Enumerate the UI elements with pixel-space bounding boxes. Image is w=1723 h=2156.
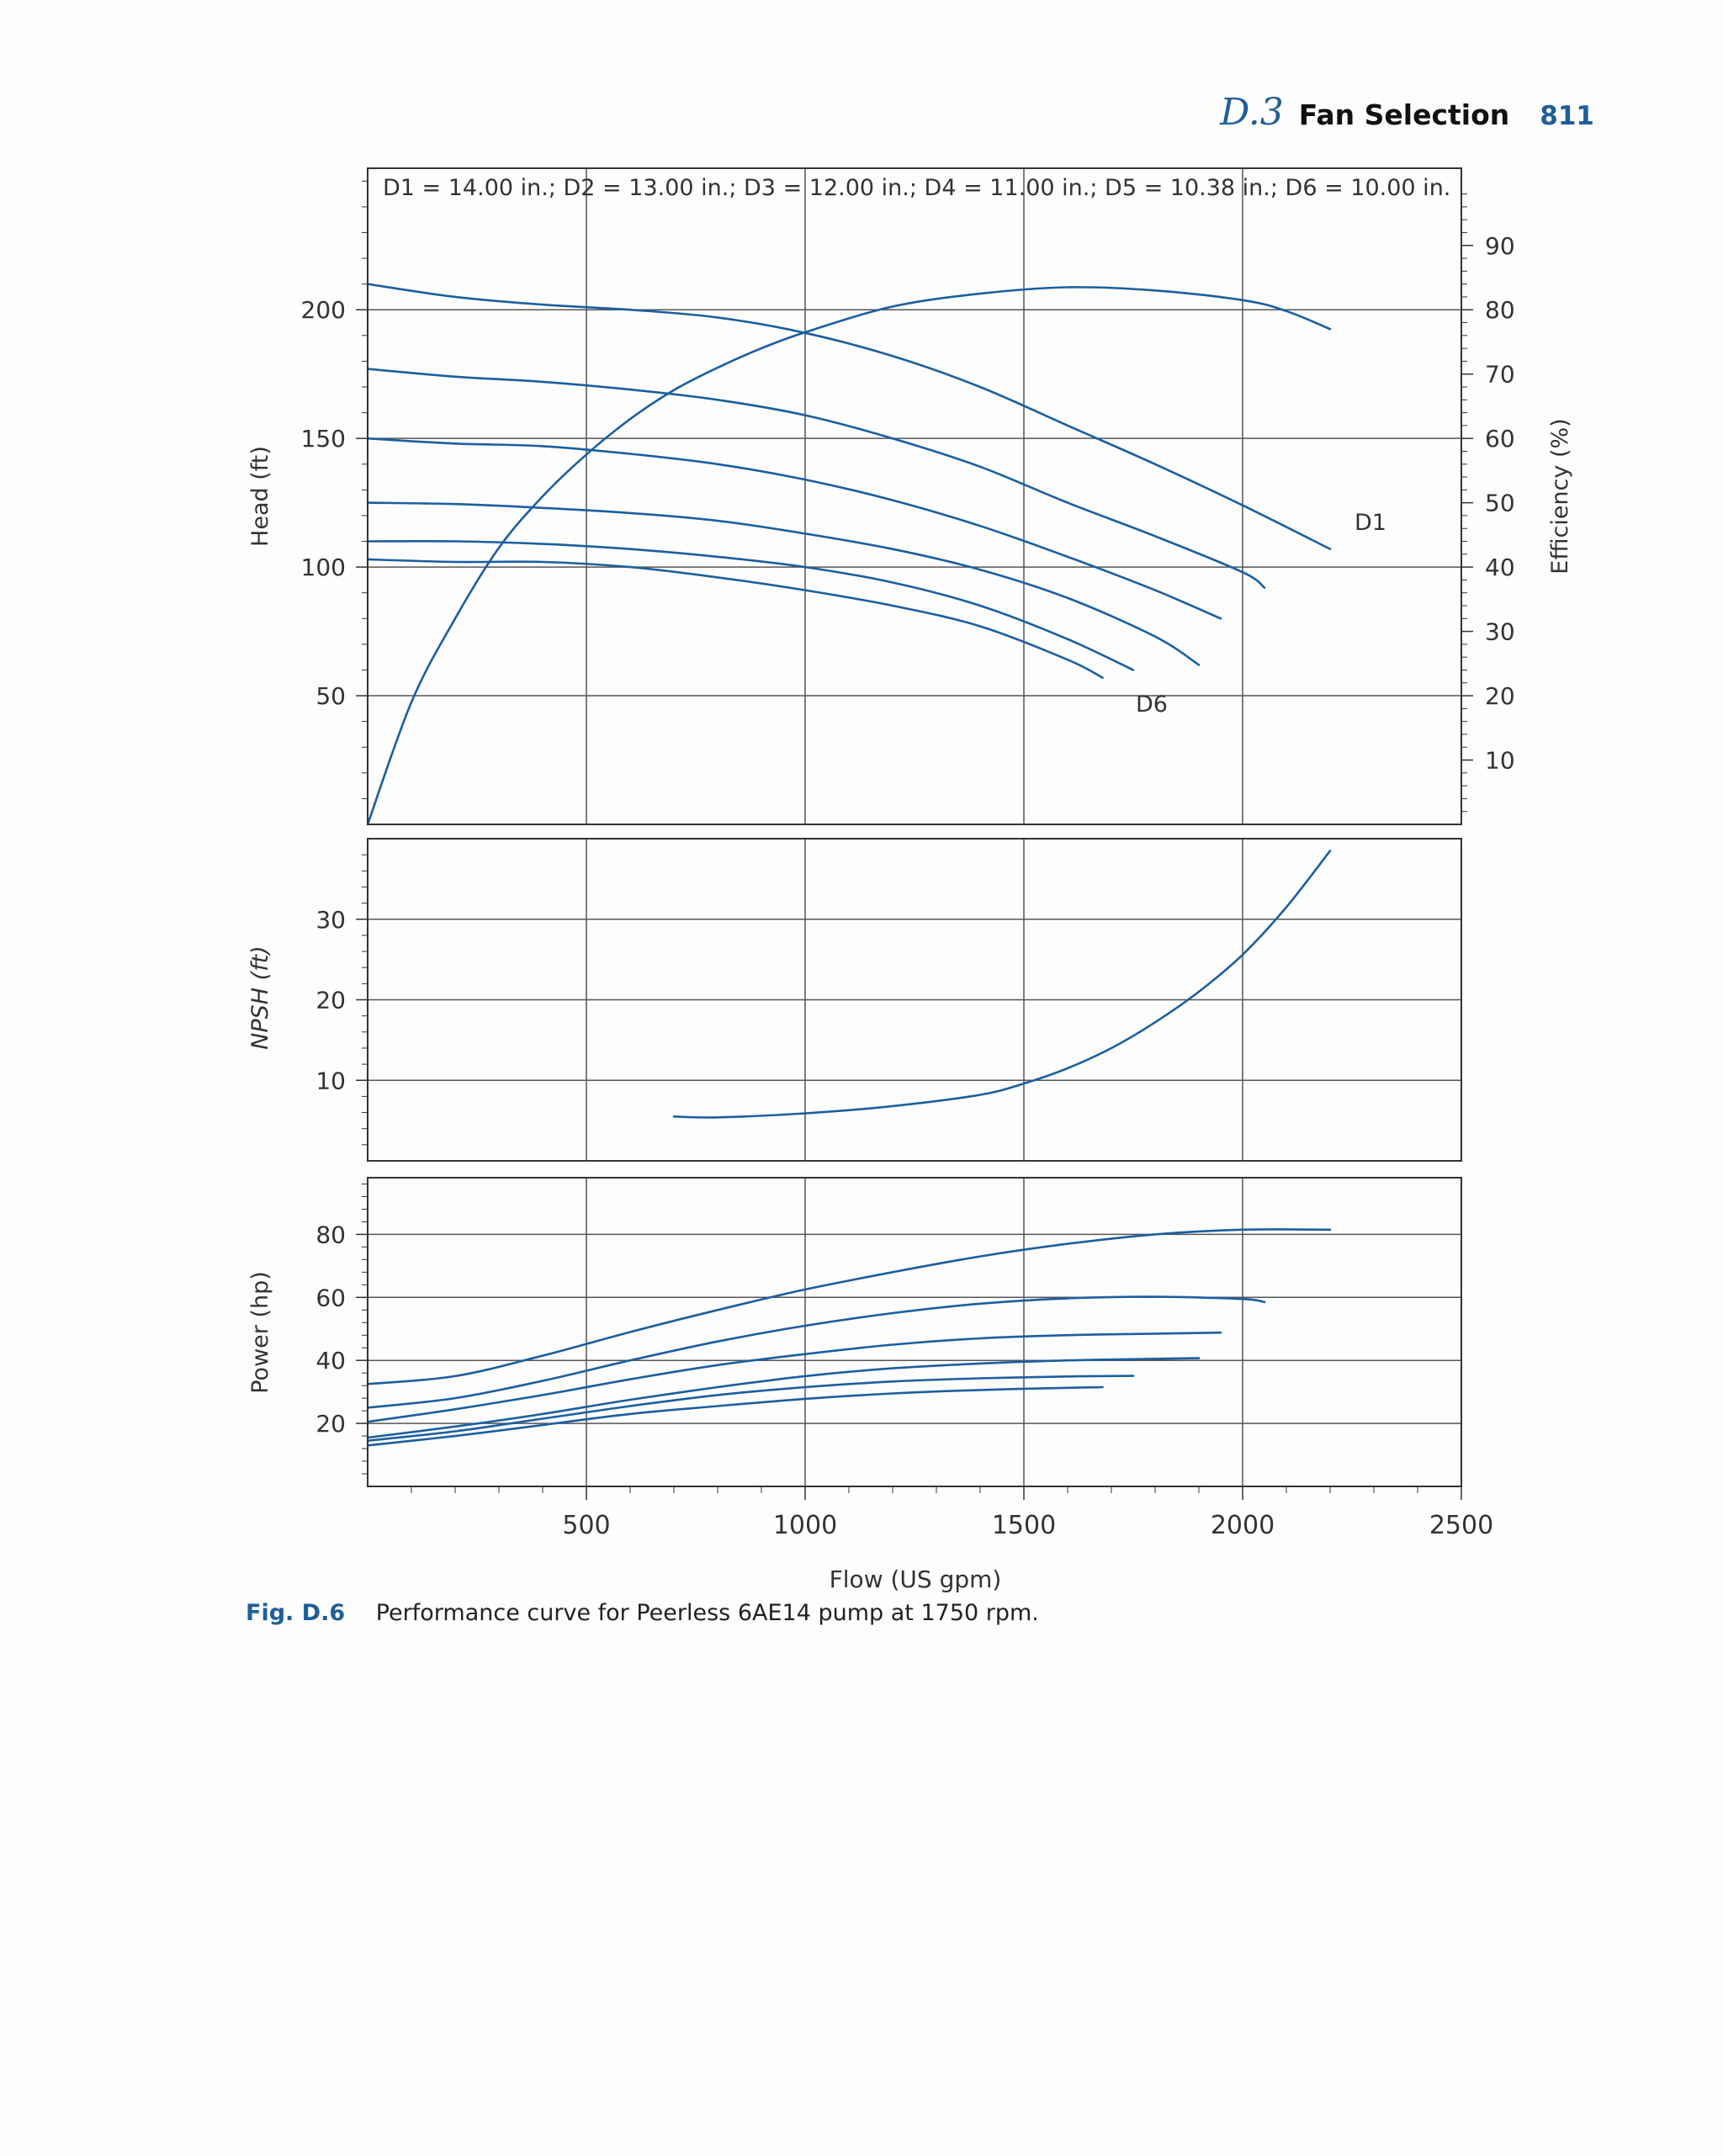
x-tick-label: 2000 (1211, 1511, 1275, 1540)
power-curve-d1 (366, 1228, 1332, 1385)
y2-tick-label: 90 (1485, 232, 1515, 260)
annotation-d6: D6 (1136, 691, 1168, 718)
y2-tick-label: 10 (1485, 747, 1515, 775)
page-number: 811 (1540, 101, 1594, 131)
y-tick-label: 10 (315, 1067, 346, 1094)
section-title: Fan Selection (1298, 98, 1510, 131)
ticks-layer (356, 180, 1473, 1500)
page-header: D.3 Fan Selection 811 (1220, 91, 1594, 141)
text-layer: D1 = 14.00 in.; D2 = 13.00 in.; D3 = 12.… (247, 175, 1573, 1593)
y2-tick-label: 80 (1485, 296, 1515, 324)
power-axis-label: Power (hp) (247, 1271, 273, 1394)
y2-tick-label: 60 (1485, 425, 1515, 453)
section-number: D.3 (1220, 91, 1284, 134)
power-curve-d5 (366, 1375, 1135, 1442)
y2-tick-label: 70 (1485, 361, 1515, 389)
power-curve-d3 (366, 1331, 1222, 1423)
head-efficiency-curve-d3 (366, 437, 1222, 620)
power-panel-frame (367, 1177, 1462, 1487)
y-tick-label: 20 (315, 1410, 346, 1438)
head-axis-label: Head (ft) (247, 446, 273, 547)
head-efficiency-curve-efficiency (366, 286, 1332, 826)
head-efficiency-curve-d4 (366, 501, 1201, 666)
x-tick-label: 1500 (992, 1511, 1056, 1540)
head-efficiency-curve-d1 (366, 283, 1332, 550)
head-efficiency-curve-d5 (366, 539, 1135, 671)
npsh-axis-label: NPSH (ft) (247, 946, 273, 1050)
y-tick-label: 100 (301, 554, 346, 581)
y2-tick-label: 50 (1485, 490, 1515, 517)
power-curve-d6 (366, 1385, 1104, 1447)
x-tick-label: 2500 (1429, 1511, 1493, 1540)
y2-tick-label: 20 (1485, 682, 1515, 710)
y-tick-label: 150 (301, 425, 346, 453)
head-efficiency-curve-d2 (366, 368, 1266, 589)
y-tick-label: 30 (315, 906, 346, 934)
efficiency-axis-label: Efficiency (%) (1547, 418, 1573, 574)
y-tick-label: 60 (315, 1284, 346, 1311)
y-tick-label: 50 (315, 682, 346, 710)
caption-text: Performance curve for Peerless 6AE14 pum… (375, 1600, 1039, 1626)
y-tick-label: 40 (315, 1347, 346, 1375)
annotation-d1: D1 (1355, 510, 1386, 536)
x-tick-label: 500 (562, 1511, 610, 1540)
grid-layer (368, 168, 1461, 1486)
npsh-panel-frame (367, 838, 1462, 1162)
power-curve-d2 (366, 1295, 1266, 1409)
head-efficiency-panel-frame (367, 167, 1462, 825)
frames-layer (367, 167, 1462, 1487)
caption-label: Fig. D.6 (246, 1600, 346, 1626)
power-curve-d4 (366, 1357, 1201, 1439)
diameter-legend-title: D1 = 14.00 in.; D2 = 13.00 in.; D3 = 12.… (383, 175, 1450, 201)
y2-tick-label: 30 (1485, 618, 1515, 646)
y-tick-label: 200 (301, 296, 346, 324)
npsh-curve-npsh (672, 850, 1332, 1119)
y-tick-label: 20 (315, 987, 346, 1014)
y-tick-label: 80 (315, 1221, 346, 1248)
y2-tick-label: 40 (1485, 554, 1515, 581)
flow-axis-label: Flow (US gpm) (830, 1565, 1002, 1593)
head-efficiency-curve-d6 (366, 558, 1104, 679)
curves-layer (366, 283, 1332, 1447)
figure-caption: Fig. D.6 Performance curve for Peerless … (246, 1600, 1039, 1626)
x-tick-label: 1000 (773, 1511, 837, 1540)
